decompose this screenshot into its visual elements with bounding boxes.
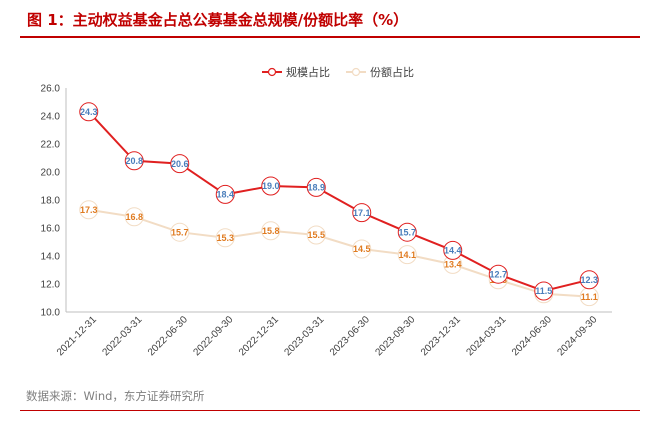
x-tick-label: 2023-09-30 <box>373 314 417 358</box>
data-label-scale: 18.4 <box>216 190 234 200</box>
y-tick-label: 18.0 <box>41 196 61 207</box>
x-tick-label: 2021-12-31 <box>55 314 99 358</box>
data-label-share: 15.7 <box>171 227 189 237</box>
x-tick-label: 2022-12-31 <box>237 314 281 358</box>
x-tick-label: 2022-06-30 <box>146 314 190 358</box>
series-line-share <box>88 208 590 298</box>
point-marker-scale <box>261 176 281 196</box>
data-label-share: 13.4 <box>444 260 462 270</box>
y-tick-label: 22.0 <box>41 140 61 151</box>
data-label-scale: 11.5 <box>535 286 552 296</box>
legend-scale-label: 规模占比 <box>286 65 330 79</box>
figure-title: 图 1：主动权益基金占总公募基金总规模/份额比率（%） <box>27 11 409 29</box>
point-marker-scale <box>488 264 508 284</box>
series-line-scale <box>88 111 590 293</box>
point-marker-share <box>306 225 326 245</box>
point-marker-scale <box>443 240 463 260</box>
y-tick-label: 20.0 <box>41 168 61 179</box>
data-label-scale: 17.1 <box>353 208 371 218</box>
x-tick-label: 2023-03-31 <box>282 314 326 358</box>
x-tick-label: 2023-06-30 <box>328 314 372 358</box>
data-label-scale: 18.9 <box>307 183 325 193</box>
point-marker-share <box>261 221 281 241</box>
source-note: 数据来源：Wind，东方证券研究所 <box>26 389 205 403</box>
point-marker-scale <box>534 281 554 301</box>
x-tick-label: 2024-09-30 <box>555 314 599 358</box>
point-marker-share <box>124 207 144 227</box>
data-label-share: 14.1 <box>398 250 416 260</box>
data-label-scale: 12.7 <box>489 269 507 279</box>
data-label-scale: 20.8 <box>125 156 143 166</box>
point-marker-share <box>215 228 235 248</box>
x-tick-label: 2022-09-30 <box>191 314 235 358</box>
point-marker-share <box>352 239 372 259</box>
point-marker-scale <box>170 154 190 174</box>
x-tick-label: 2024-06-30 <box>510 314 554 358</box>
point-marker-scale <box>352 203 372 223</box>
data-label-share: 15.3 <box>216 233 234 243</box>
point-marker-share <box>397 245 417 265</box>
bottom-rule <box>20 410 640 411</box>
point-marker-scale <box>306 177 326 197</box>
data-label-scale: 14.4 <box>444 246 462 256</box>
data-label-share: 15.8 <box>262 226 280 236</box>
legend-share-label: 份额占比 <box>370 65 414 79</box>
legend-scale-swatch-marker <box>267 67 277 77</box>
data-label-scale: 19.0 <box>262 181 280 191</box>
data-label-share: 14.5 <box>353 244 371 254</box>
title-bar: 图 1：主动权益基金占总公募基金总规模/份额比率（%） <box>0 0 649 38</box>
data-label-scale: 24.3 <box>80 107 98 117</box>
x-tick-label: 2024-03-31 <box>464 314 508 358</box>
point-marker-scale <box>397 222 417 242</box>
data-label-share: 16.8 <box>125 212 143 222</box>
y-tick-label: 16.0 <box>41 224 61 235</box>
point-marker-share <box>79 200 99 220</box>
point-marker-scale <box>579 270 599 290</box>
data-label-scale: 15.7 <box>398 227 416 237</box>
x-tick-label: 2023-12-31 <box>419 314 463 358</box>
data-label-scale: 12.3 <box>580 275 598 285</box>
data-label-share: 17.3 <box>80 205 98 215</box>
y-tick-label: 10.0 <box>41 308 61 319</box>
point-marker-scale <box>124 151 144 171</box>
point-marker-scale <box>215 184 235 204</box>
y-tick-label: 14.0 <box>41 252 61 263</box>
y-tick-label: 24.0 <box>41 112 61 123</box>
point-marker-share <box>170 222 190 242</box>
top-rule <box>20 36 640 38</box>
point-marker-scale <box>79 102 99 122</box>
y-tick-label: 26.0 <box>41 84 61 95</box>
data-label-share: 15.5 <box>307 230 325 240</box>
x-tick-label: 2022-03-31 <box>100 314 144 358</box>
data-label-share: 11.1 <box>581 292 598 302</box>
data-label-scale: 20.6 <box>171 159 189 169</box>
y-tick-label: 12.0 <box>41 280 61 291</box>
legend-share-swatch-marker <box>351 67 361 77</box>
